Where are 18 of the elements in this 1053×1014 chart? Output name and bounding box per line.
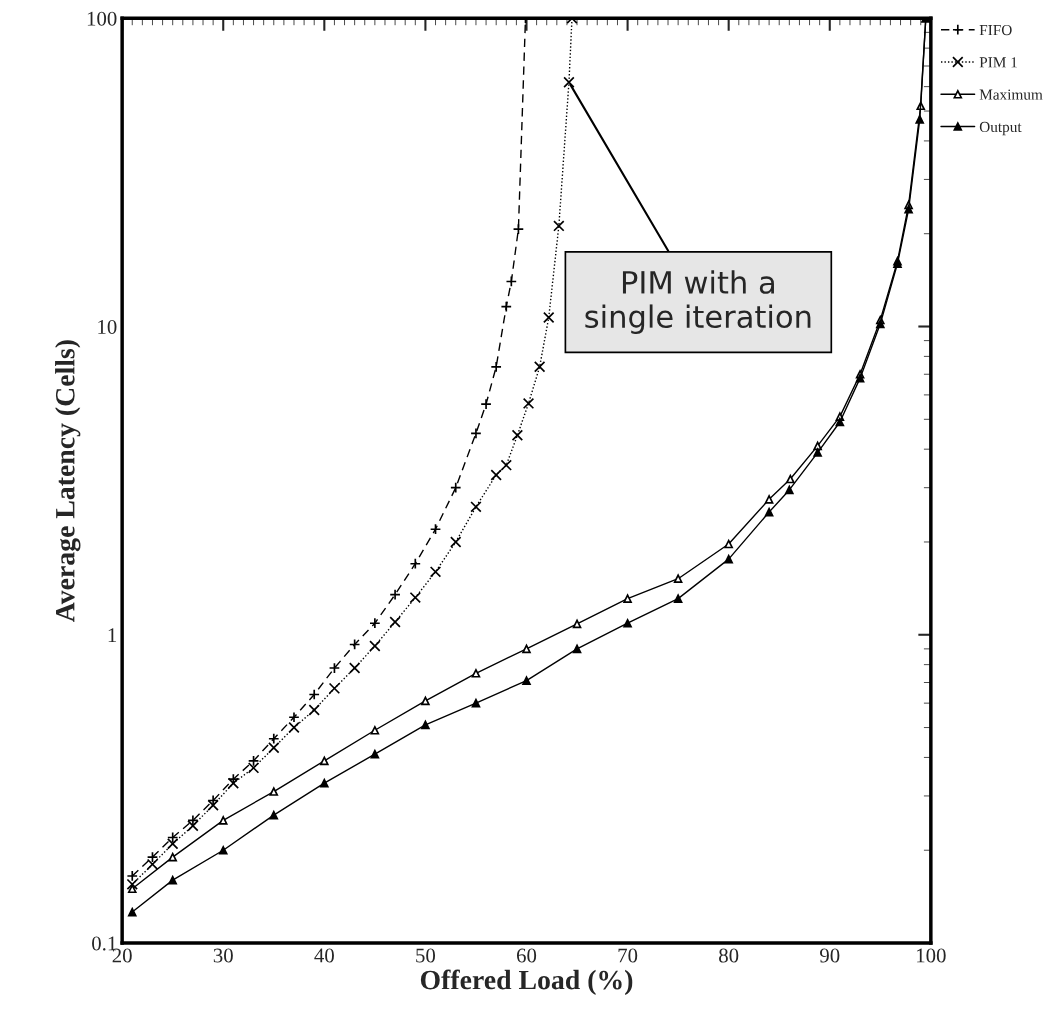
x-tick-label: 60 <box>516 948 537 963</box>
x-tick-label: 90 <box>820 948 840 963</box>
y-axis-title: Average Latency (Cells) <box>55 340 81 623</box>
x-tick-label: 30 <box>213 948 233 963</box>
x-tick-label: 40 <box>314 948 334 963</box>
y-tick-label: 100 <box>87 11 117 26</box>
legend-label: Output <box>979 121 1022 136</box>
legend-label: FIFO <box>979 24 1012 36</box>
x-tick-label: 50 <box>416 948 436 963</box>
y-tick-label: 10 <box>98 319 117 334</box>
annotation: PIM with a single iteration <box>585 270 811 334</box>
x-tick-label: 80 <box>719 948 739 963</box>
x-tick-label: 70 <box>618 948 638 963</box>
y-tick-label: 1 <box>108 628 117 642</box>
x-axis-title: Offered Load (%) <box>420 969 633 996</box>
legend-label: Maximum <box>979 89 1043 100</box>
x-tick-label: 100 <box>917 948 946 963</box>
legend-label: PIM 1 <box>979 57 1017 68</box>
